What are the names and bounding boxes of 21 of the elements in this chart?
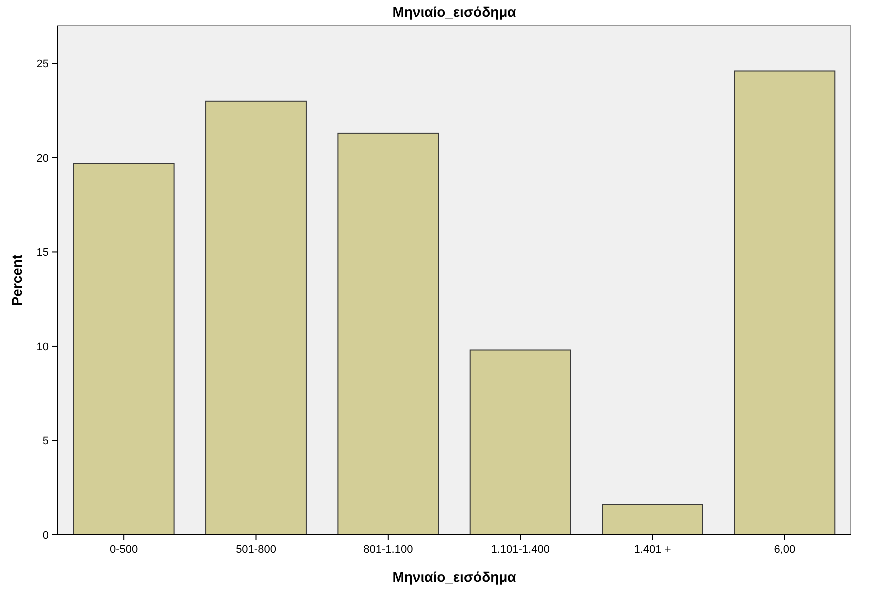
bar xyxy=(73,163,175,536)
bar xyxy=(470,350,572,536)
x-tick-label: 0-500 xyxy=(110,544,138,556)
x-axis-title: Μηνιαίο_εισόδημα xyxy=(392,569,517,585)
y-axis-title: Percent xyxy=(9,254,25,306)
chart-title: Μηνιαίο_εισόδημα xyxy=(392,4,517,20)
bar xyxy=(734,70,836,536)
bar xyxy=(602,504,704,536)
y-tick-label: 25 xyxy=(36,58,49,71)
x-tick-label: 1.101-1.400 xyxy=(491,544,550,556)
y-tick-label: 10 xyxy=(36,341,49,354)
x-tick-label: 6,00 xyxy=(774,544,796,556)
x-tick-label: 501-800 xyxy=(236,544,276,556)
bar xyxy=(206,100,307,536)
y-tick-label: 15 xyxy=(36,247,49,260)
x-tick-label: 801-1.100 xyxy=(364,544,414,556)
y-tick-label: 0 xyxy=(42,530,49,542)
y-tick-label: 5 xyxy=(42,436,49,448)
bar xyxy=(338,132,440,536)
y-tick-label: 20 xyxy=(36,152,49,165)
x-tick-label: 1.401 + xyxy=(634,544,672,556)
